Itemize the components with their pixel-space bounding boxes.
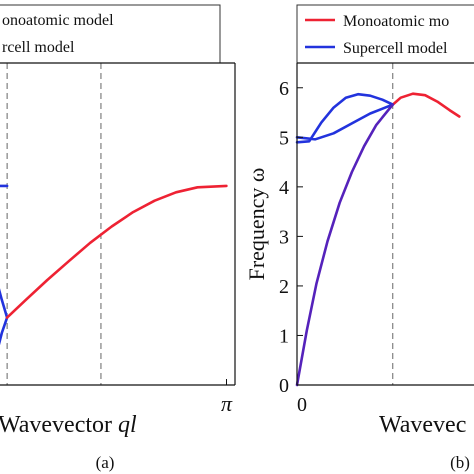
x-tick-label-a-0: π [221, 391, 233, 416]
x-ticks-a: π [221, 379, 233, 416]
x-axis-label-a-text: Wavevector [0, 412, 118, 438]
legend-b-box [296, 4, 474, 64]
y-axis-label-b: Frequency ω [244, 168, 269, 281]
x-ticks-b: 0 [296, 379, 307, 416]
panel-a: onoatomic model rcell model π Wavevector… [0, 4, 236, 472]
plot-a: π [0, 62, 236, 416]
x-axis-label-b: Wavevec [379, 412, 466, 438]
y-tick-label-b-0: 0 [279, 375, 289, 397]
y-ticks-b: 0 1 2 3 4 5 6 [279, 78, 303, 397]
series-supercell-b [295, 92, 395, 144]
legend-a-box [0, 4, 221, 64]
y-tick-label-b-5: 5 [279, 127, 289, 149]
y-tick-label-b-2: 2 [279, 276, 289, 298]
series-monoatomic-b [391, 92, 461, 118]
y-tick-label-b-4: 4 [279, 177, 289, 199]
panel-b: Monoatomic mo Supercell model 0 1 2 3 4 5 6 0 … [244, 4, 474, 472]
legend-b: Monoatomic mo Supercell model [296, 4, 474, 64]
panel-caption-b: (b) [450, 453, 470, 472]
vlines-a [6, 63, 102, 385]
y-tick-label-b-6: 6 [279, 78, 289, 100]
panel-caption-a: (a) [96, 453, 115, 472]
legend-a: onoatomic model rcell model [0, 4, 221, 64]
y-tick-label-b-3: 3 [279, 226, 289, 248]
x-tick-label-b-0: 0 [297, 394, 307, 416]
legend-b-entry-supercell: Supercell model [343, 40, 448, 57]
y-tick-label-b-1: 1 [279, 325, 289, 347]
series-overlap-b [295, 103, 395, 387]
plot-b: 0 1 2 3 4 5 6 0 [279, 62, 474, 416]
x-axis-label-a-symbol: ql [118, 412, 137, 438]
series-monoatomic-a [5, 184, 228, 319]
legend-a-entry-supercell: rcell model [2, 39, 75, 56]
legend-b-entry-monoatomic: Monoatomic mo [343, 13, 449, 30]
x-axis-label-a: Wavevector ql [0, 412, 137, 438]
legend-a-entry-monoatomic: onoatomic model [2, 12, 114, 29]
series-supercell-a [0, 184, 9, 346]
